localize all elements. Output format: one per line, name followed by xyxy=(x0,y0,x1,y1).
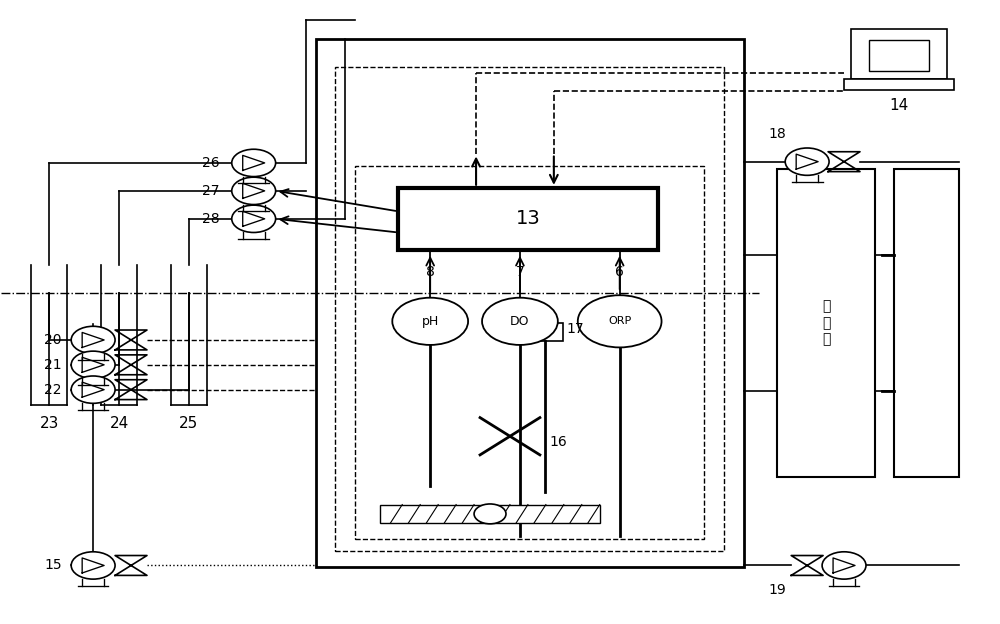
Bar xyxy=(844,79,954,90)
Circle shape xyxy=(71,376,115,403)
Text: pH: pH xyxy=(422,315,439,328)
Text: 17: 17 xyxy=(566,323,584,336)
Bar xyxy=(335,67,724,551)
Circle shape xyxy=(232,149,276,177)
Text: 8: 8 xyxy=(426,265,435,279)
Text: 14: 14 xyxy=(889,97,909,113)
Bar xyxy=(355,166,704,539)
Text: 18: 18 xyxy=(768,127,786,140)
Circle shape xyxy=(232,177,276,205)
Text: 21: 21 xyxy=(44,358,62,372)
Bar xyxy=(894,169,959,477)
Text: 15: 15 xyxy=(44,558,62,572)
Text: 22: 22 xyxy=(44,383,62,397)
Text: 16: 16 xyxy=(549,436,567,449)
Circle shape xyxy=(71,326,115,354)
Bar xyxy=(777,169,875,477)
Text: 20: 20 xyxy=(44,333,62,347)
Text: 6: 6 xyxy=(615,265,624,279)
Bar xyxy=(869,40,929,71)
Circle shape xyxy=(71,552,115,579)
Text: 26: 26 xyxy=(202,156,220,170)
Bar xyxy=(527,323,563,341)
Circle shape xyxy=(392,298,468,345)
Circle shape xyxy=(578,295,662,348)
Text: 7: 7 xyxy=(516,265,524,279)
Text: 28: 28 xyxy=(202,212,220,226)
Bar xyxy=(398,188,658,250)
Circle shape xyxy=(71,351,115,379)
Bar xyxy=(380,505,600,523)
Circle shape xyxy=(822,552,866,579)
Text: DO: DO xyxy=(510,315,530,328)
Bar xyxy=(316,39,744,567)
Circle shape xyxy=(232,205,276,233)
Text: ORP: ORP xyxy=(608,316,631,326)
Text: 27: 27 xyxy=(202,184,220,198)
Circle shape xyxy=(474,504,506,524)
Text: 温
控
区: 温 控 区 xyxy=(822,300,830,346)
Bar xyxy=(851,29,947,79)
Text: 25: 25 xyxy=(179,416,198,431)
Text: 19: 19 xyxy=(768,583,786,597)
Text: 23: 23 xyxy=(40,416,59,431)
Text: 24: 24 xyxy=(109,416,129,431)
Circle shape xyxy=(785,148,829,175)
Text: 13: 13 xyxy=(516,209,540,228)
Circle shape xyxy=(482,298,558,345)
